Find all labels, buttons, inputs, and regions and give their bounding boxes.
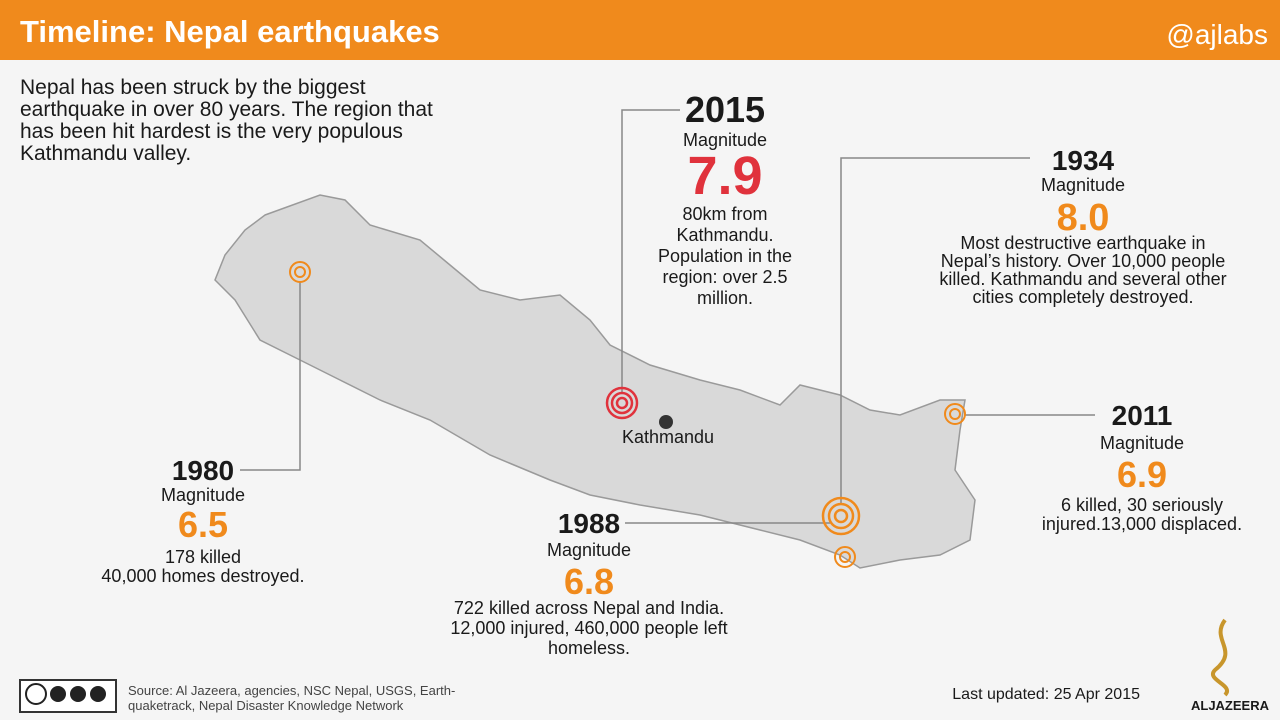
marker — [605, 386, 639, 420]
event-year: 2011 — [1112, 400, 1173, 431]
intro-line: Nepal has been struck by the biggest — [20, 76, 366, 99]
marker — [821, 496, 861, 536]
magnitude: 6.9 — [1117, 454, 1167, 495]
event-description: 40,000 homes destroyed. — [101, 566, 304, 586]
event-year: 2015 — [685, 89, 765, 130]
event-description: Most destructive earthquake in — [960, 233, 1205, 253]
magnitude: 7.9 — [687, 146, 762, 206]
title: Timeline: Nepal earthquakes — [20, 14, 440, 49]
magnitude-label: Magnitude — [1100, 433, 1184, 453]
event-description: million. — [697, 288, 753, 308]
connectors — [240, 109, 1095, 524]
magnitude-label: Magnitude — [547, 540, 631, 560]
event-description: 178 killed — [165, 547, 241, 567]
event-description: Nepal’s history. Over 10,000 people — [941, 251, 1226, 271]
nepal-map — [214, 194, 976, 569]
magnitude: 6.5 — [178, 504, 228, 545]
event-description: 722 killed across Nepal and India. — [454, 598, 724, 618]
connector — [840, 157, 1030, 505]
marker — [289, 261, 311, 283]
intro-line: Kathmandu valley. — [20, 142, 191, 165]
handle: @ajlabs — [1166, 19, 1268, 50]
logo: ALJAZEERA — [1191, 618, 1270, 713]
magnitude-label: Magnitude — [161, 485, 245, 505]
magnitude: 8.0 — [1057, 197, 1110, 239]
magnitude-label: Magnitude — [683, 130, 767, 150]
connector — [621, 109, 680, 392]
markers — [289, 261, 966, 568]
connector — [240, 282, 301, 471]
event-year: 1988 — [558, 508, 620, 539]
cc-badge — [19, 679, 117, 713]
marker — [944, 403, 966, 425]
event-description: cities completely destroyed. — [972, 287, 1193, 307]
event-year: 1980 — [172, 455, 234, 486]
event-description: 6 killed, 30 seriously — [1061, 495, 1223, 515]
event-description: injured.13,000 displaced. — [1042, 514, 1242, 534]
event-description: 80km from — [682, 204, 767, 224]
source-line: Source: Al Jazeera, agencies, NSC Nepal,… — [128, 683, 455, 698]
magnitude: 6.8 — [564, 561, 614, 602]
event-description: region: over 2.5 — [662, 267, 787, 287]
last-updated: Last updated: 25 Apr 2015 — [952, 686, 1140, 703]
header-bar — [0, 0, 1280, 60]
capital-dot — [659, 415, 673, 429]
event-description: Population in the — [658, 246, 792, 266]
intro-line: has been hit hardest is the very populou… — [20, 120, 403, 143]
event-description: Kathmandu. — [676, 225, 773, 245]
magnitude-label: Magnitude — [1041, 175, 1125, 195]
marker — [834, 546, 856, 568]
intro-line: earthquake in over 80 years. The region … — [20, 98, 433, 121]
source-line: quaketrack, Nepal Disaster Knowledge Net… — [128, 698, 404, 713]
event-description: 12,000 injured, 460,000 people left — [450, 618, 727, 638]
logo-text: ALJAZEERA — [1191, 698, 1270, 713]
capital-label: Kathmandu — [622, 427, 714, 447]
event-description: homeless. — [548, 638, 630, 658]
event-year: 1934 — [1052, 145, 1115, 176]
event-description: killed. Kathmandu and several other — [939, 269, 1226, 289]
